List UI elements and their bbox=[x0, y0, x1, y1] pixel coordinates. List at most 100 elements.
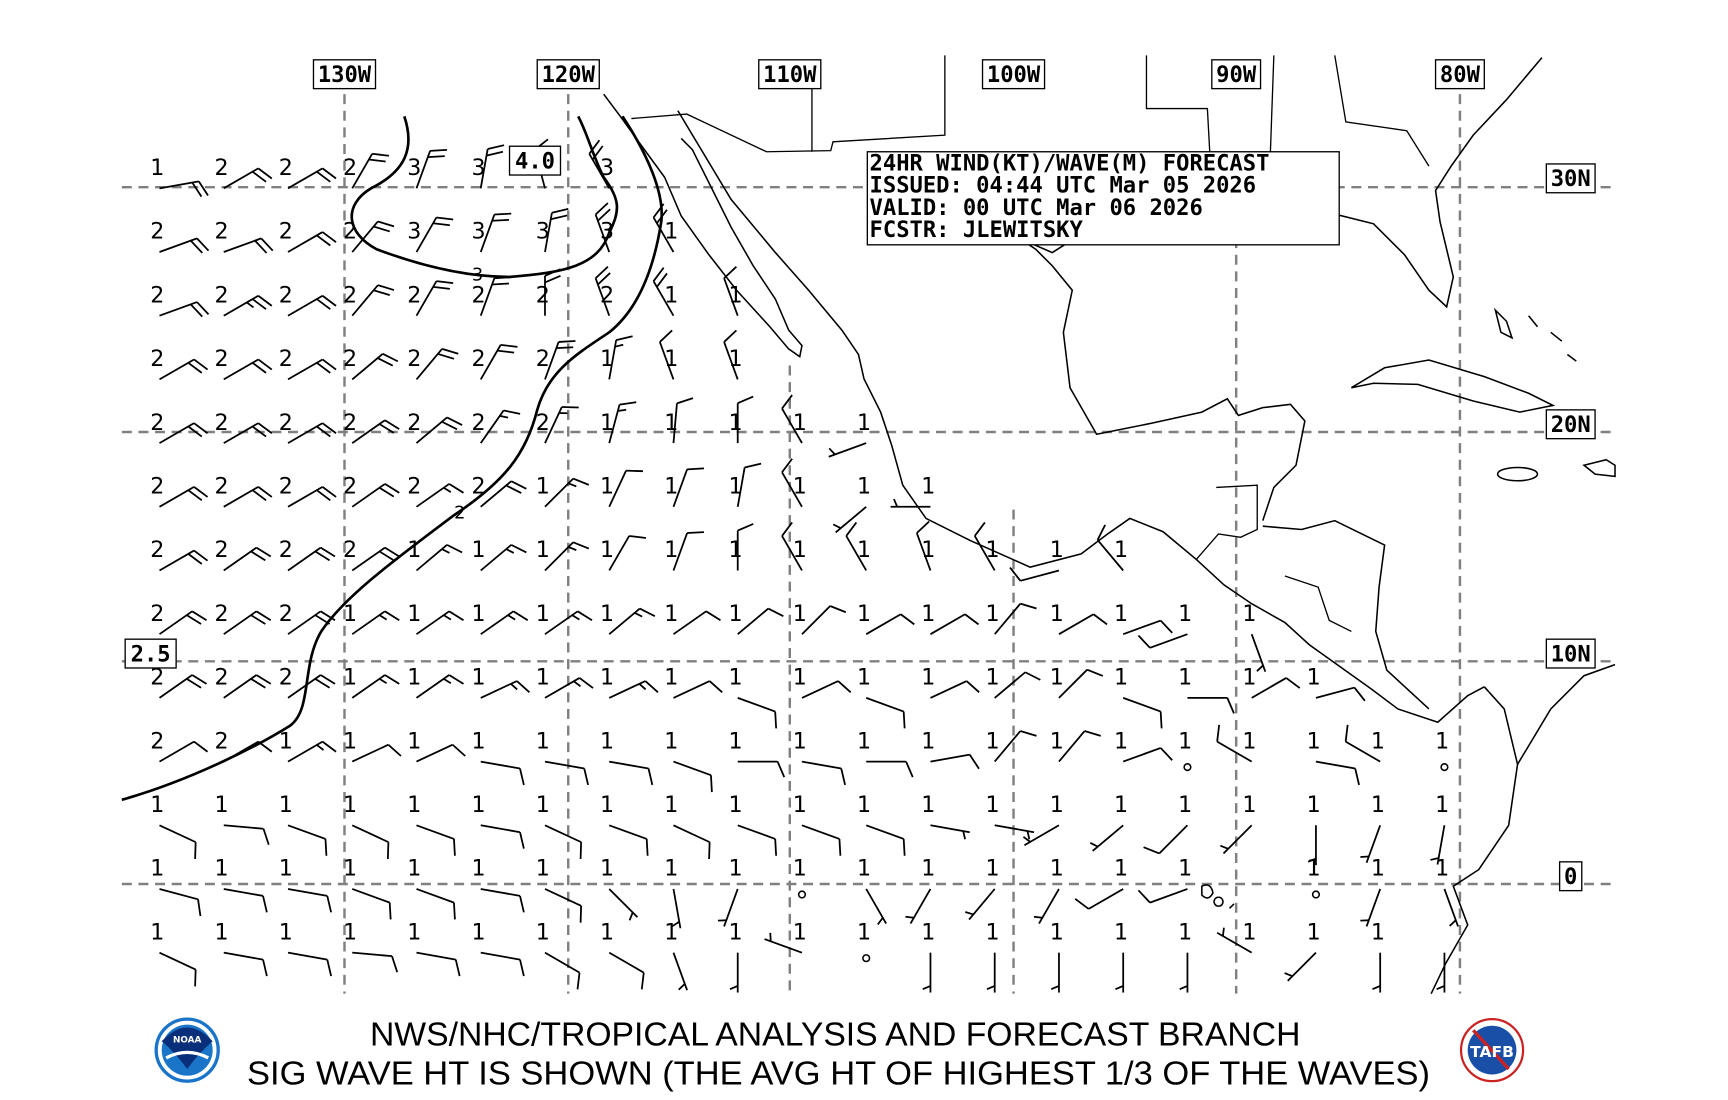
wind-barb-full bbox=[487, 144, 505, 150]
wind-barb-half bbox=[441, 548, 450, 554]
wind-barb-staff bbox=[736, 467, 746, 507]
wave-height-contours bbox=[121, 115, 664, 802]
wind-barb-full bbox=[676, 397, 694, 405]
wave-height: 1 bbox=[1178, 856, 1192, 882]
wave-height: 1 bbox=[664, 282, 678, 308]
lon-label: 100W bbox=[981, 59, 1046, 90]
station-plot: 1 bbox=[407, 792, 456, 856]
wind-barb-full bbox=[382, 352, 399, 363]
station-plot: 2 bbox=[279, 155, 337, 190]
lat-label: 30N bbox=[1545, 163, 1596, 194]
station-plot: 1 bbox=[1178, 728, 1192, 772]
wave-height: 3 bbox=[600, 155, 614, 181]
wave-height: 2 bbox=[343, 219, 357, 245]
station-plot: 1 bbox=[1050, 601, 1108, 635]
wave-height: 1 bbox=[1178, 919, 1192, 945]
station-plot: 2 bbox=[279, 346, 337, 381]
wind-barb-full bbox=[446, 544, 463, 554]
wind-barb-full bbox=[551, 208, 569, 214]
wind-barb-full bbox=[314, 678, 331, 689]
wind-barb-full bbox=[492, 282, 509, 286]
wind-barb-full bbox=[639, 607, 656, 617]
wind-barb-full bbox=[257, 422, 273, 434]
wind-barb-full bbox=[316, 298, 331, 310]
wind-barb-half bbox=[246, 301, 255, 309]
lon-label-text: 120W bbox=[542, 62, 596, 88]
lat-label: 20N bbox=[1545, 409, 1596, 440]
wind-barb-full bbox=[190, 240, 203, 254]
wind-barb-half bbox=[443, 678, 452, 685]
station-plot: 2 bbox=[471, 343, 518, 380]
wind-barb-full bbox=[316, 425, 331, 438]
station-plot: 2 bbox=[279, 665, 336, 699]
noaa-logo: NOAA bbox=[154, 1017, 220, 1083]
wave-height: 1 bbox=[728, 919, 742, 945]
wind-barb-staff bbox=[416, 743, 454, 763]
tafb-logo: TAFB bbox=[1459, 1018, 1525, 1083]
wave-height: 1 bbox=[1114, 601, 1128, 627]
station-plot: 1 bbox=[974, 521, 1000, 571]
wind-barb-staff bbox=[673, 824, 710, 843]
wind-barb-full bbox=[316, 170, 331, 183]
station-plot: 2 bbox=[214, 601, 272, 635]
station-plot: 2 bbox=[536, 340, 576, 380]
wave-height: 1 bbox=[793, 537, 807, 563]
wind-barb-half bbox=[1372, 985, 1381, 991]
station-plot: 1 bbox=[921, 601, 980, 635]
wind-barb-full bbox=[368, 158, 386, 163]
wind-barb-staff bbox=[1122, 747, 1161, 763]
wind-barb-half bbox=[507, 614, 516, 621]
wind-barb-staff bbox=[1315, 760, 1356, 770]
wind-barb-half bbox=[832, 523, 842, 529]
station-plot: 1 bbox=[1435, 728, 1449, 772]
station-plot: 1 bbox=[150, 792, 197, 860]
station-plot: 1 bbox=[407, 665, 464, 699]
station-plot: 2 bbox=[407, 346, 459, 380]
station-plot: 1 bbox=[214, 856, 268, 913]
galapagos bbox=[1201, 884, 1235, 909]
wind-barb-staff bbox=[480, 824, 521, 834]
station-plot: 2 bbox=[343, 474, 400, 508]
station-plot: 2 bbox=[214, 346, 273, 381]
wind-barb-full bbox=[594, 202, 609, 216]
station-plot: 2 bbox=[214, 665, 272, 699]
wind-barb-full bbox=[187, 553, 203, 565]
station-plot: 1 bbox=[1050, 728, 1101, 763]
wind-barb-full bbox=[644, 680, 659, 693]
station-plot: 1 bbox=[471, 665, 531, 699]
station-plot: 1 bbox=[1307, 665, 1366, 702]
wind-barb-half bbox=[1026, 830, 1031, 840]
wave-height: 2 bbox=[343, 346, 357, 372]
wave-height: 1 bbox=[471, 665, 485, 691]
wind-barb-full bbox=[1086, 668, 1104, 677]
lon-label-text: 90W bbox=[1216, 62, 1257, 88]
station-plot: 1 bbox=[407, 856, 456, 920]
wind-barb-full bbox=[1226, 697, 1235, 714]
tafb-logo-text: TAFB bbox=[1470, 1043, 1514, 1061]
wave-height: 1 bbox=[343, 601, 357, 627]
wind-barb-full bbox=[379, 550, 395, 562]
station-plot: 1 bbox=[214, 792, 270, 846]
wind-barb-full bbox=[1137, 889, 1151, 904]
lat-label-text: 30N bbox=[1551, 166, 1591, 192]
station-plot: 1 bbox=[832, 474, 871, 534]
wave-height: 2 bbox=[214, 474, 228, 500]
station-plot: 1 bbox=[536, 728, 589, 786]
station-plot: 1 bbox=[793, 601, 847, 635]
station-plot: 1 bbox=[1009, 537, 1064, 582]
station-plot: 1 bbox=[921, 792, 970, 840]
lat-label-text: 0 bbox=[1564, 864, 1577, 890]
station-plot: 1 bbox=[915, 520, 935, 571]
wind-barb-full bbox=[446, 416, 463, 426]
wind-barb-staff bbox=[723, 277, 739, 317]
wind-barb-full bbox=[322, 231, 337, 243]
station-plot: 1 bbox=[536, 601, 593, 635]
wave-height: 1 bbox=[343, 919, 357, 945]
wind-barb-full bbox=[436, 280, 454, 285]
wind-barb-staff bbox=[1122, 697, 1161, 713]
wave-height: 1 bbox=[1307, 728, 1321, 754]
station-plot: 1 bbox=[343, 919, 399, 973]
noaa-logo-text: NOAA bbox=[173, 1035, 202, 1045]
wind-barb-staff bbox=[865, 824, 904, 840]
